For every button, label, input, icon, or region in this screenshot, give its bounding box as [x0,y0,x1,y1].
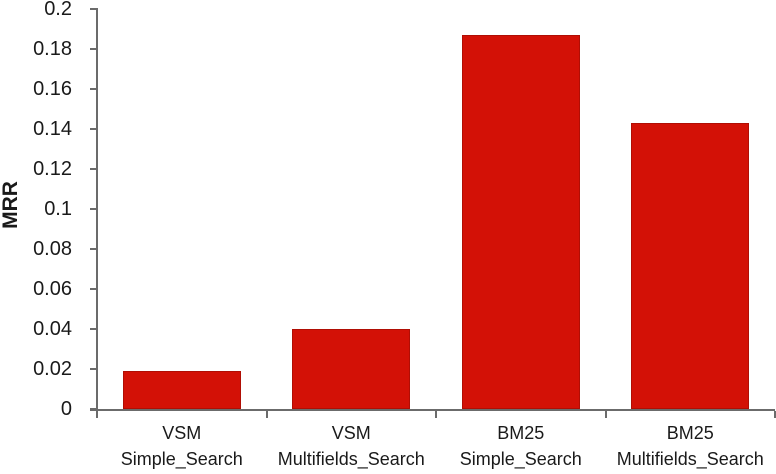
x-category-label-line: Multifields_Search [277,449,425,469]
x-axis-tick [435,411,437,418]
y-tick-label: 0.16 [33,78,72,100]
x-axis-line [90,409,775,411]
y-tick-label: 0.14 [33,118,72,140]
bar-vsm-multifields-search [292,329,410,409]
y-tick-label: 0.18 [33,38,72,60]
x-category-label-line: BM25 [497,423,545,443]
x-category-label-line: Simple_Search [120,449,243,469]
y-axis-tick [90,128,97,130]
x-category-label: BM25 Multifields_Search [606,420,776,472]
x-category-label: VSM Simple_Search [97,420,267,472]
x-category-label-line: BM25 [666,423,714,443]
y-tick-label: 0.06 [33,278,72,300]
y-tick-label: 0.04 [33,318,72,340]
y-axis-tick [90,248,97,250]
y-axis-line [96,8,98,411]
x-axis-tick [774,411,776,418]
y-tick-label: 0.2 [44,0,72,20]
y-axis-tick [90,368,97,370]
y-axis-tick [90,8,97,10]
x-category-label: BM25 Simple_Search [436,420,606,472]
y-tick-label: 0.1 [44,198,72,220]
y-axis-tick [90,88,97,90]
y-tick-label: 0.08 [33,238,72,260]
y-axis-tick [90,288,97,290]
y-axis-tick [90,48,97,50]
x-axis-tick [604,411,607,418]
x-category-label: VSM Multifields_Search [267,420,437,472]
x-category-label-line: Multifields_Search [616,449,764,469]
x-category-label-line: Simple_Search [459,449,582,469]
y-tick-label: 0.12 [33,158,72,180]
x-category-label-line: VSM [331,423,371,443]
bar-bm25-simple-search [462,35,580,409]
y-tick-label: 0.02 [33,358,72,380]
y-axis-tick [90,328,97,330]
y-axis-tick [90,408,97,410]
x-category-label-line: VSM [162,423,202,443]
y-tick-label: 0 [60,398,72,420]
y-axis-tick [90,168,97,170]
bar-bm25-multifields-search [631,123,749,409]
y-axis-tick [90,208,97,210]
x-axis-tick [96,411,98,418]
bar-vsm-simple-search [123,371,241,409]
x-axis-tick [265,411,268,418]
